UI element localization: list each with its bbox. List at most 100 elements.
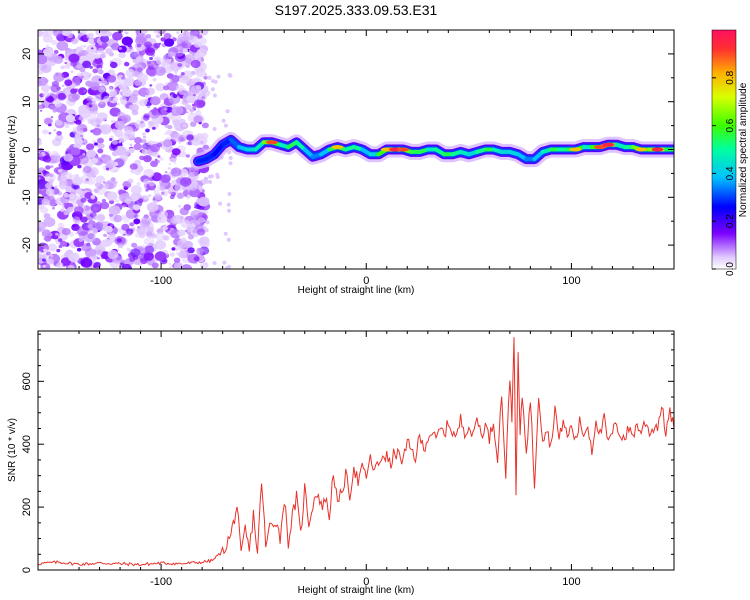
noise-speckle bbox=[221, 118, 226, 123]
noise-speckle bbox=[124, 183, 130, 188]
noise-speckle bbox=[67, 206, 74, 213]
ridge-peak bbox=[389, 147, 401, 152]
noise-speckle bbox=[51, 186, 55, 190]
noise-speckle bbox=[177, 229, 186, 237]
noise-speckle bbox=[57, 169, 63, 173]
noise-speckle bbox=[70, 147, 81, 156]
noise-speckle bbox=[121, 77, 129, 84]
noise-speckle bbox=[168, 116, 172, 119]
noise-speckle bbox=[204, 179, 209, 184]
noise-speckle bbox=[180, 72, 185, 76]
noise-speckle bbox=[150, 96, 161, 106]
colorbar-label: Normalized spectral amplitude bbox=[738, 82, 749, 217]
noise-speckle bbox=[38, 104, 43, 110]
noise-speckle bbox=[198, 37, 207, 45]
noise-speckle bbox=[158, 106, 170, 116]
spectrogram-y-axis-label: Frequency (Hz) bbox=[7, 116, 18, 185]
noise-speckle bbox=[193, 31, 198, 35]
noise-speckle bbox=[42, 91, 51, 98]
noise-speckle bbox=[38, 69, 44, 75]
noise-speckle bbox=[207, 75, 212, 80]
noise-speckle bbox=[57, 92, 66, 100]
noise-speckle bbox=[97, 69, 104, 75]
noise-speckle bbox=[227, 208, 231, 213]
noise-speckle bbox=[134, 233, 141, 238]
noise-speckle bbox=[38, 226, 43, 233]
noise-speckle bbox=[200, 132, 209, 140]
noise-speckle bbox=[152, 78, 157, 82]
noise-speckle bbox=[67, 265, 75, 269]
noise-speckle bbox=[109, 143, 118, 151]
noise-speckle bbox=[170, 216, 179, 225]
noise-speckle bbox=[146, 60, 152, 65]
noise-speckle bbox=[100, 77, 105, 81]
noise-speckle bbox=[80, 258, 93, 268]
noise-speckle bbox=[154, 158, 158, 161]
noise-speckle bbox=[123, 149, 130, 155]
noise-speckle bbox=[87, 52, 96, 59]
noise-speckle bbox=[84, 110, 97, 121]
noise-speckle bbox=[201, 96, 205, 100]
noise-speckle bbox=[164, 107, 168, 111]
noise-speckle bbox=[228, 161, 233, 166]
noise-speckle bbox=[150, 64, 154, 68]
noise-speckle bbox=[40, 206, 49, 214]
noise-speckle bbox=[38, 139, 42, 145]
noise-speckle bbox=[147, 120, 154, 126]
noise-speckle bbox=[155, 34, 161, 39]
noise-speckle bbox=[163, 235, 170, 241]
noise-speckle bbox=[80, 75, 84, 79]
noise-speckle bbox=[38, 76, 48, 86]
noise-speckle bbox=[38, 62, 48, 71]
noise-speckle bbox=[143, 178, 150, 185]
noise-speckle bbox=[78, 238, 84, 242]
noise-speckle bbox=[93, 188, 99, 193]
noise-speckle bbox=[130, 195, 139, 202]
noise-speckle bbox=[95, 175, 106, 184]
colorbar-tick-label: 0.0 bbox=[725, 262, 736, 276]
noise-speckle bbox=[75, 48, 79, 52]
noise-speckle bbox=[184, 241, 193, 248]
noise-speckle bbox=[42, 47, 54, 57]
noise-speckle bbox=[115, 199, 120, 203]
noise-speckle bbox=[41, 198, 50, 206]
noise-speckle bbox=[147, 105, 151, 109]
noise-speckle bbox=[135, 33, 148, 43]
noise-speckle bbox=[171, 247, 176, 251]
noise-speckle bbox=[204, 228, 209, 233]
noise-speckle bbox=[171, 148, 181, 156]
noise-speckle bbox=[128, 147, 135, 154]
noise-speckle bbox=[63, 202, 67, 206]
noise-speckle bbox=[53, 129, 57, 132]
noise-speckle bbox=[127, 178, 134, 184]
noise-speckle bbox=[86, 149, 97, 158]
noise-speckle bbox=[117, 103, 120, 106]
noise-speckle bbox=[197, 196, 210, 207]
spectrogram-x-axis-label: Height of straight line (km) bbox=[298, 285, 415, 296]
noise-speckle bbox=[196, 133, 203, 139]
noise-speckle bbox=[133, 100, 139, 105]
noise-speckle bbox=[143, 155, 152, 163]
noise-speckle bbox=[83, 165, 92, 173]
noise-speckle bbox=[141, 138, 147, 144]
noise-speckle bbox=[189, 108, 195, 113]
noise-speckle bbox=[58, 181, 69, 190]
noise-speckle bbox=[124, 31, 128, 34]
noise-speckle bbox=[166, 129, 173, 136]
noise-speckle bbox=[57, 222, 64, 228]
noise-speckle bbox=[113, 214, 123, 223]
noise-speckle bbox=[130, 185, 142, 195]
snr-frame bbox=[37, 330, 675, 571]
noise-speckle bbox=[75, 174, 79, 178]
noise-speckle bbox=[49, 230, 61, 240]
noise-speckle bbox=[149, 56, 153, 61]
noise-speckle bbox=[90, 157, 99, 164]
noise-speckle bbox=[111, 119, 116, 124]
noise-speckle bbox=[159, 185, 166, 191]
noise-speckle bbox=[64, 61, 68, 65]
noise-speckle bbox=[81, 243, 92, 252]
noise-speckle bbox=[100, 80, 108, 87]
noise-speckle bbox=[38, 54, 48, 65]
noise-speckle bbox=[194, 206, 197, 209]
noise-speckle bbox=[143, 113, 150, 119]
